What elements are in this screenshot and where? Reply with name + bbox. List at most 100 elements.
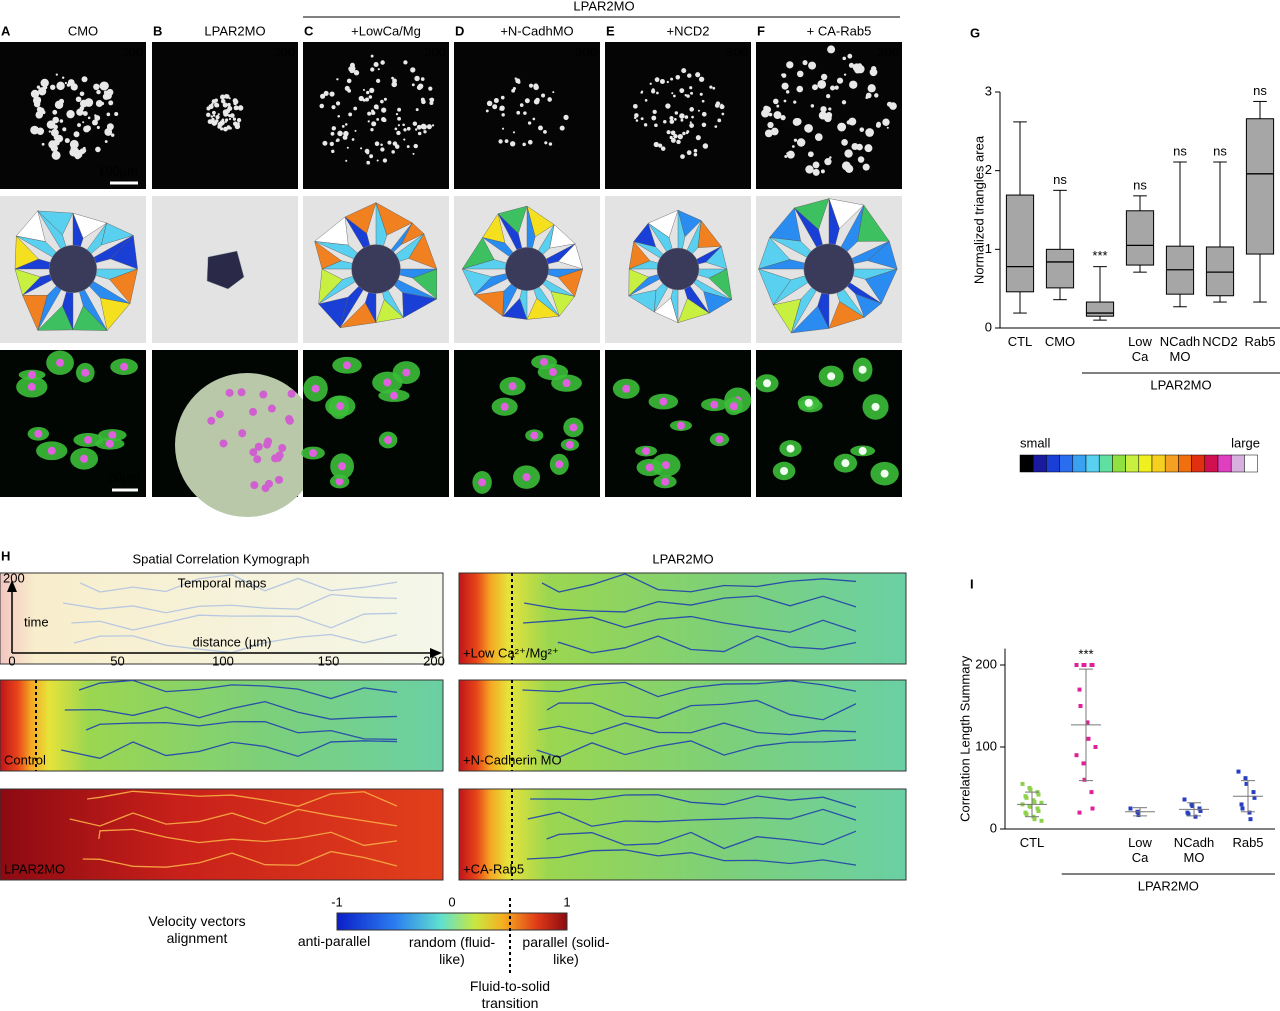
arrow bbox=[430, 648, 442, 658]
contour bbox=[87, 790, 398, 807]
contour bbox=[61, 740, 398, 759]
cell bbox=[396, 130, 401, 136]
cell bbox=[322, 140, 328, 146]
cell bbox=[82, 121, 85, 124]
cell bbox=[358, 95, 364, 102]
nucleus bbox=[267, 404, 276, 413]
cell bbox=[498, 139, 503, 144]
cell bbox=[337, 130, 343, 137]
cell bbox=[874, 93, 879, 98]
cell bbox=[341, 125, 345, 128]
cell bbox=[812, 168, 820, 176]
nucleus bbox=[264, 437, 273, 446]
kymo-label: LPAR2MO bbox=[4, 861, 65, 876]
nucleus bbox=[254, 442, 263, 451]
cell bbox=[679, 88, 685, 94]
cell bbox=[844, 149, 853, 158]
cell bbox=[420, 123, 427, 130]
contour bbox=[538, 722, 857, 736]
cell bbox=[783, 99, 787, 103]
cell bbox=[411, 83, 415, 87]
triangle-core bbox=[656, 247, 700, 291]
cell bbox=[96, 89, 101, 95]
cell bbox=[348, 112, 353, 117]
time-label: 300 bbox=[273, 44, 295, 59]
cell bbox=[206, 112, 211, 118]
y-tick-label: 3 bbox=[985, 83, 992, 98]
kymo-title: Spatial Correlation Kymograph bbox=[132, 551, 309, 566]
cell bbox=[886, 126, 889, 129]
data-point bbox=[1236, 769, 1241, 774]
kymo-label: Control bbox=[4, 752, 46, 767]
cell bbox=[701, 111, 707, 117]
panel-title: CMO bbox=[68, 23, 98, 38]
cell bbox=[865, 128, 874, 137]
data-point bbox=[1081, 761, 1086, 766]
cell bbox=[413, 143, 418, 149]
data-point bbox=[1247, 810, 1252, 815]
cell bbox=[519, 103, 524, 107]
data-point bbox=[1128, 806, 1133, 811]
cell bbox=[371, 111, 376, 115]
cell bbox=[796, 70, 804, 78]
cell bbox=[106, 112, 111, 117]
cell bbox=[412, 152, 415, 155]
colorbar-segment bbox=[1112, 454, 1126, 473]
cell bbox=[784, 155, 788, 159]
cell bbox=[689, 107, 694, 112]
cell bbox=[671, 138, 676, 142]
group-label: LPAR2MO bbox=[1150, 377, 1211, 392]
cell bbox=[808, 61, 817, 70]
data-point bbox=[1193, 814, 1198, 819]
panel-letter: A bbox=[1, 23, 11, 38]
cell bbox=[793, 138, 798, 142]
cell bbox=[676, 139, 681, 145]
cell bbox=[828, 107, 832, 111]
legend-label: anti-parallel bbox=[297, 933, 371, 949]
cell bbox=[387, 140, 392, 145]
cell bbox=[370, 128, 374, 132]
x-tick-label: CMO bbox=[1044, 334, 1076, 349]
cell bbox=[653, 141, 659, 148]
nucleus bbox=[804, 398, 813, 407]
panel-letter: H bbox=[1, 548, 10, 563]
cell bbox=[223, 94, 229, 99]
cell bbox=[776, 104, 780, 108]
cell bbox=[64, 81, 68, 85]
data-point bbox=[1039, 800, 1044, 805]
cell bbox=[820, 106, 827, 113]
cell bbox=[416, 84, 423, 91]
x-tick-label: CTL bbox=[1019, 835, 1045, 850]
colorbar-segment bbox=[1085, 454, 1100, 473]
cell bbox=[75, 96, 82, 103]
cell bbox=[52, 116, 59, 124]
cell bbox=[207, 119, 213, 125]
cell bbox=[376, 107, 379, 110]
cell bbox=[380, 147, 385, 152]
nucleus bbox=[249, 448, 258, 457]
kymograph bbox=[458, 572, 907, 665]
cell bbox=[228, 97, 231, 100]
cell bbox=[862, 163, 870, 171]
nucleus bbox=[780, 467, 789, 476]
cell bbox=[415, 108, 419, 112]
cell bbox=[237, 105, 244, 111]
cell bbox=[104, 128, 113, 136]
cell bbox=[62, 127, 67, 132]
cell bbox=[796, 138, 806, 147]
panel-title: +NCD2 bbox=[667, 23, 710, 38]
cell bbox=[354, 129, 357, 132]
cell bbox=[669, 119, 675, 124]
nucleus bbox=[555, 460, 564, 469]
cell bbox=[673, 133, 678, 139]
cell bbox=[215, 114, 220, 120]
cell bbox=[331, 126, 337, 131]
contour bbox=[80, 574, 398, 593]
cell bbox=[221, 118, 225, 122]
box bbox=[1045, 248, 1075, 289]
cell bbox=[50, 84, 56, 90]
micrograph bbox=[303, 350, 449, 497]
nucleus bbox=[335, 477, 344, 486]
nucleus bbox=[383, 378, 392, 387]
cell bbox=[212, 114, 216, 117]
